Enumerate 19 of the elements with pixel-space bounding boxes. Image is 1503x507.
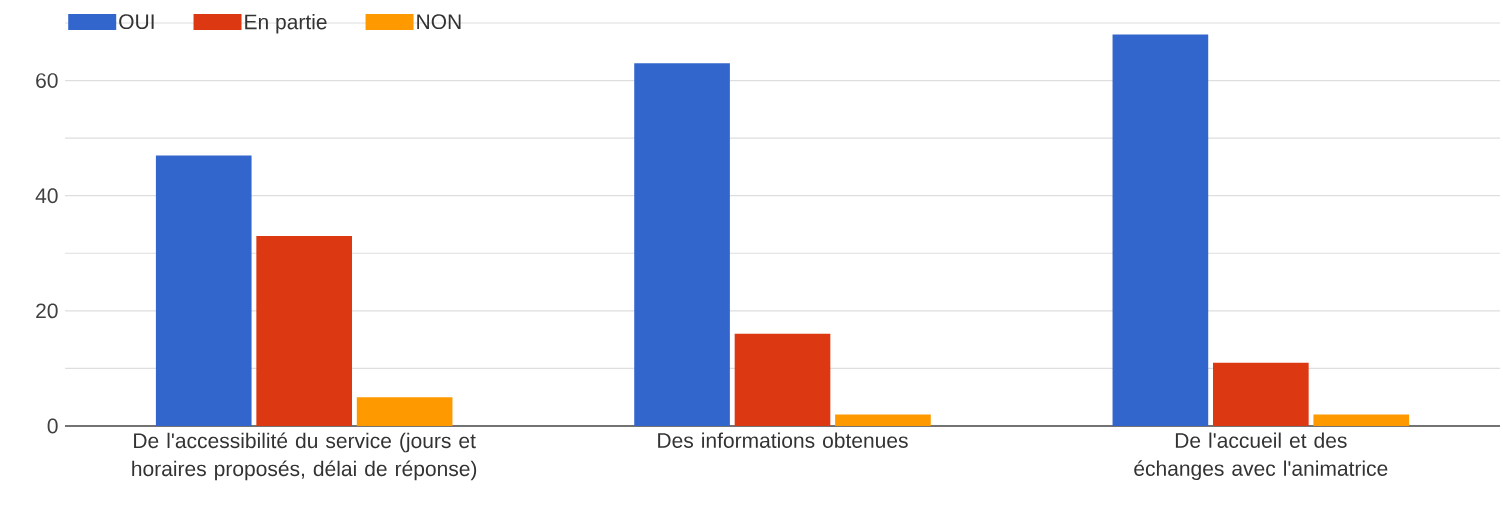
bar [155,155,252,426]
x-tick-label: Des informations obtenues [658,432,908,448]
bar [835,414,931,426]
bar [634,63,730,426]
bar [734,333,831,426]
x-tick-label: De l'accessibilité du service (jours et horaires proposés, délai de réponse) [132,432,477,481]
bar [356,397,453,426]
legend-label: NON [417,14,461,30]
y-tick-label: 20 [36,303,58,319]
legend-label: En partie [245,13,327,34]
y-tick-label: 40 [35,188,58,204]
legend-label: OUI [119,14,154,30]
x-tick-label: De l'accueil et des échanges avec l'animatrice [1134,432,1388,481]
bar [256,236,353,426]
bar [1112,34,1209,426]
y-tick-label: 60 [36,73,58,88]
bar [1313,414,1410,426]
y-tick-label: 0 [47,418,58,434]
bar [1213,362,1309,426]
